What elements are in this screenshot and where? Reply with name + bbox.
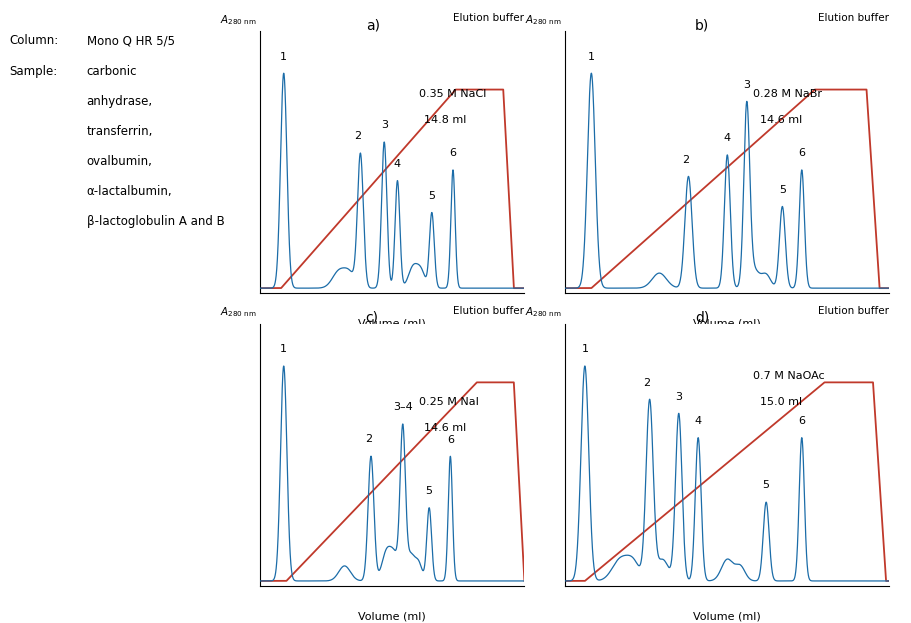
Text: anhydrase,: anhydrase, [87, 95, 153, 108]
Text: Volume (ml): Volume (ml) [692, 612, 761, 622]
Text: d): d) [694, 311, 709, 325]
Text: Volume (ml): Volume (ml) [358, 612, 425, 622]
Text: 5: 5 [762, 480, 769, 490]
Text: a): a) [365, 18, 379, 32]
Text: c): c) [365, 311, 378, 325]
Text: 6: 6 [449, 148, 456, 158]
Text: 2: 2 [642, 378, 650, 388]
Text: carbonic: carbonic [87, 65, 137, 78]
Text: 14.8 ml: 14.8 ml [424, 115, 466, 125]
Text: 14.6 ml: 14.6 ml [759, 115, 801, 125]
Text: 2: 2 [353, 131, 361, 141]
Text: 5: 5 [428, 191, 435, 201]
Text: Elution buffer: Elution buffer [817, 306, 888, 316]
Text: 4: 4 [723, 133, 730, 143]
Text: β-lactoglobulin A and B: β-lactoglobulin A and B [87, 215, 224, 228]
Text: α-lactalbumin,: α-lactalbumin, [87, 185, 172, 198]
Text: 3: 3 [742, 80, 750, 90]
Text: 3: 3 [674, 392, 681, 402]
Text: Volume (ml): Volume (ml) [358, 319, 425, 329]
Text: 5: 5 [778, 185, 785, 195]
Text: 0.28 M NaBr: 0.28 M NaBr [752, 88, 822, 98]
Text: Column:: Column: [9, 34, 58, 47]
Text: Elution buffer: Elution buffer [453, 13, 524, 23]
Text: 1: 1 [280, 345, 287, 354]
Text: transferrin,: transferrin, [87, 125, 153, 138]
Text: 0.25 M NaI: 0.25 M NaI [418, 397, 478, 407]
Text: b): b) [694, 18, 709, 32]
Text: 3–4: 3–4 [393, 402, 412, 412]
Text: Elution buffer: Elution buffer [817, 13, 888, 23]
Text: Elution buffer: Elution buffer [453, 306, 524, 316]
Text: 2: 2 [364, 434, 372, 444]
Text: 6: 6 [797, 416, 804, 426]
Text: $A_{280\ \rm{nm}}$: $A_{280\ \rm{nm}}$ [220, 306, 257, 320]
Text: 2: 2 [681, 155, 688, 164]
Text: 1: 1 [588, 52, 594, 62]
Text: Volume (ml): Volume (ml) [692, 319, 761, 329]
Text: Mono Q HR 5/5: Mono Q HR 5/5 [87, 34, 174, 47]
Text: ovalbumin,: ovalbumin, [87, 155, 152, 168]
Text: $A_{280\ \rm{nm}}$: $A_{280\ \rm{nm}}$ [220, 13, 257, 27]
Text: $A_{280\ \rm{nm}}$: $A_{280\ \rm{nm}}$ [525, 13, 561, 27]
Text: $A_{280\ \rm{nm}}$: $A_{280\ \rm{nm}}$ [525, 306, 561, 320]
Text: 6: 6 [797, 148, 804, 158]
Text: 15.0 ml: 15.0 ml [759, 397, 801, 407]
Text: Sample:: Sample: [9, 65, 57, 78]
Text: 5: 5 [425, 486, 432, 496]
Text: 1: 1 [280, 52, 287, 62]
Text: 1: 1 [580, 345, 588, 354]
Text: 0.35 M NaCl: 0.35 M NaCl [418, 88, 486, 98]
Text: 0.7 M NaOAc: 0.7 M NaOAc [752, 371, 824, 381]
Text: 4: 4 [394, 159, 401, 169]
Text: 6: 6 [446, 435, 454, 445]
Text: 4: 4 [694, 416, 701, 426]
Text: 3: 3 [380, 120, 387, 130]
Text: 14.6 ml: 14.6 ml [424, 424, 466, 434]
